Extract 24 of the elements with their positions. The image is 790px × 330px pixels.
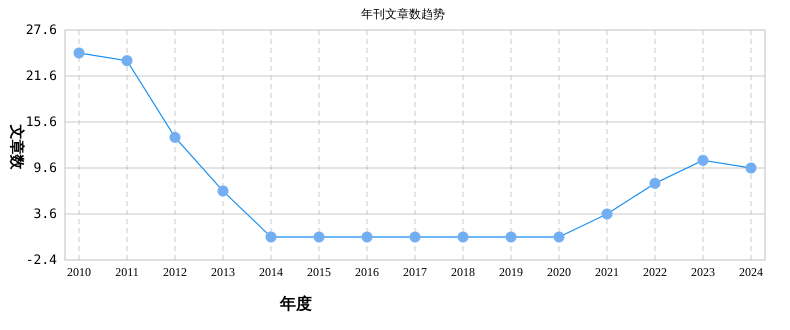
x-axis-title: 年度 <box>279 294 312 313</box>
x-tick-label: 2012 <box>163 265 187 279</box>
x-tick-label: 2020 <box>547 265 571 279</box>
y-tick-label: 9.6 <box>34 161 57 176</box>
x-tick-label: 2023 <box>691 265 715 279</box>
x-tick-label: 2024 <box>739 265 763 279</box>
x-tick-label: 2015 <box>307 265 331 279</box>
y-axis-title: 文章数 <box>8 124 26 170</box>
x-tick-label: 2019 <box>499 265 523 279</box>
x-tick-label: 2011 <box>115 265 139 279</box>
y-tick-label: 21.6 <box>26 69 57 84</box>
x-tick-label: 2017 <box>403 265 427 279</box>
y-tick-label: 3.6 <box>34 207 57 222</box>
x-tick-label: 2022 <box>643 265 667 279</box>
y-tick-label: -2.4 <box>26 253 58 268</box>
y-tick-label: 15.6 <box>26 115 57 130</box>
x-tick-label: 2021 <box>595 265 619 279</box>
x-tick-label: 2014 <box>259 265 283 279</box>
y-tick-label: 27.6 <box>26 23 57 38</box>
x-tick-label: 2013 <box>211 265 235 279</box>
x-tick-label: 2016 <box>355 265 379 279</box>
x-tick-label: 2018 <box>451 265 475 279</box>
chart-title: 年刊文章数趋势 <box>361 7 445 21</box>
x-tick-label: 2010 <box>67 265 91 279</box>
